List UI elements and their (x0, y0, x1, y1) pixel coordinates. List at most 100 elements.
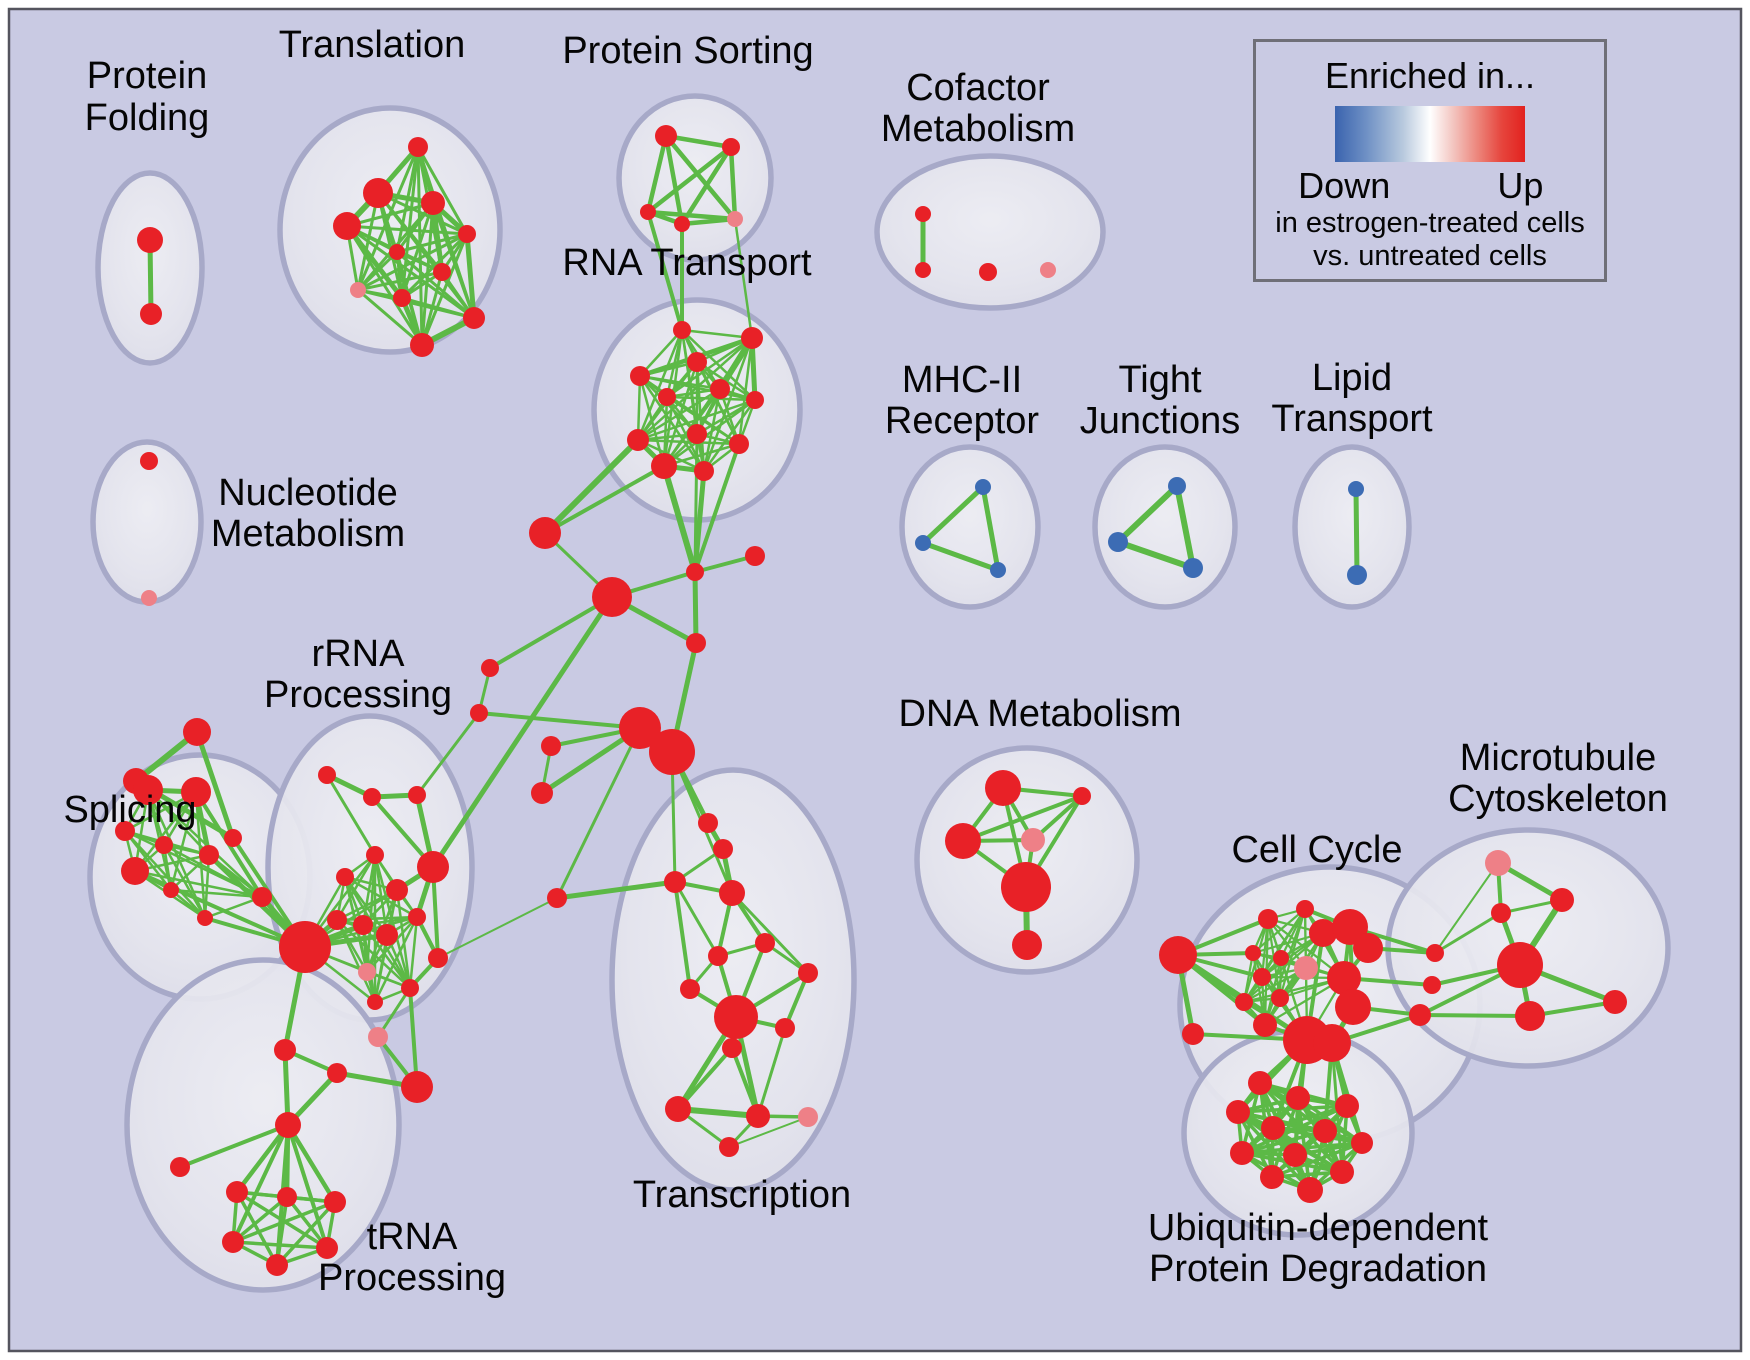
node-rt1 (741, 327, 763, 349)
edge-c2-r11 (437, 897, 558, 959)
node-tx4 (755, 933, 775, 953)
edge-tx2-tx6 (673, 880, 692, 991)
edge-trh-tr5 (286, 1123, 329, 1250)
node-gp (1294, 956, 1318, 980)
edge-t0-t4 (416, 145, 469, 236)
edge-rt10-cc1 (661, 463, 698, 575)
node-tx3 (719, 880, 745, 906)
node-g0 (1159, 936, 1197, 974)
cluster-label-cofactor-metabolism-line1: Cofactor (906, 67, 1050, 109)
edge-rt8-cn (542, 437, 641, 536)
edge-t0-t8 (400, 145, 420, 300)
edge-s6-s8 (169, 888, 264, 899)
cluster-label-microtubule-cytoskeleton-line1: Microtubule (1460, 737, 1656, 779)
edge-tx11-tx12 (728, 1116, 809, 1148)
edge-ps0-ps4 (663, 133, 738, 222)
edge-tx14-tx10 (756, 1026, 787, 1118)
node-hub (279, 921, 331, 973)
node-cc1 (686, 563, 704, 581)
cluster-label-rna-transport-line1: RNA Transport (562, 242, 812, 284)
node-m2 (1497, 942, 1543, 988)
node-tr3 (324, 1191, 346, 1213)
edge-cc1-cc3 (692, 569, 699, 646)
edge-m1-rc0 (1433, 911, 1503, 955)
edge-tr2-tr4 (231, 1195, 289, 1244)
edge-g9-g14 (1263, 931, 1325, 1027)
node-s5 (121, 857, 149, 885)
node-g9 (1309, 919, 1337, 947)
cluster-ellipse-tight-junctions (1092, 444, 1238, 610)
cluster-label-protein-folding-line1: Protein (87, 55, 207, 97)
node-u2 (1335, 1094, 1359, 1118)
node-t3 (333, 212, 361, 240)
node-mh0 (975, 479, 991, 495)
node-s0 (133, 775, 163, 805)
node-t9 (463, 307, 485, 329)
edge-rt6-rt11 (702, 398, 757, 473)
edge-t2-t3 (345, 201, 435, 228)
edge-t4-t5 (395, 232, 469, 254)
cluster-label-cofactor-metabolism-line2: Metabolism (881, 108, 1075, 150)
cluster-label-cell-cycle-line1: Cell Cycle (1231, 829, 1402, 871)
edge-rt5-rt9 (665, 395, 741, 446)
node-ps2 (640, 204, 656, 220)
node-r10 (376, 924, 398, 946)
node-tx6 (680, 979, 700, 999)
edge-rt6-rt10 (662, 398, 757, 468)
edge-t4-t8 (400, 232, 469, 300)
node-tx13 (798, 963, 818, 983)
edge-ps1-ps3 (679, 144, 734, 227)
legend-gradient-bar (1335, 106, 1525, 162)
edge-d1-d2 (961, 794, 1084, 843)
node-b0 (619, 707, 661, 749)
node-nb (470, 704, 488, 722)
node-na (481, 659, 499, 677)
edge-rt7-cc1 (693, 432, 699, 574)
edge-rt1-rt9 (737, 336, 754, 446)
node-r9 (408, 908, 426, 926)
cluster-label-protein-folding-line2: Folding (85, 97, 210, 139)
node-u6 (1351, 1132, 1373, 1154)
edge-m3-rc2 (1418, 1013, 1532, 1018)
node-tx12 (719, 1137, 739, 1157)
node-m4 (1603, 990, 1627, 1014)
edge-tj0-tj1 (1115, 483, 1180, 545)
edge-r0-r3 (325, 773, 377, 857)
node-cc3 (686, 633, 706, 653)
edge-tx9-tx10 (675, 1106, 761, 1119)
edge-s5-s8 (133, 869, 264, 899)
node-tx5 (708, 946, 728, 966)
node-tx0 (698, 813, 718, 833)
edge-trh-tr1 (234, 1122, 291, 1195)
node-g14 (1253, 1013, 1277, 1037)
edge-r7-r9 (335, 915, 419, 922)
node-u8 (1283, 1143, 1307, 1167)
node-t8 (393, 289, 411, 307)
node-r5 (336, 868, 354, 886)
edge-rt6-rt8 (636, 398, 757, 442)
edge-trh-tr3 (285, 1122, 338, 1205)
node-cc2 (745, 546, 765, 566)
edge-t4-t7 (356, 232, 469, 292)
node-m1 (1491, 903, 1511, 923)
edge-tr3-tr6 (275, 1200, 337, 1267)
edge-t0-t7 (356, 145, 420, 292)
edge-t3-t8 (344, 223, 405, 301)
edge-u5-u7 (1240, 1129, 1327, 1155)
node-r7 (327, 910, 347, 930)
node-c1 (531, 782, 553, 804)
cluster-label-trna-processing-line2: Processing (318, 1257, 506, 1299)
node-tr4 (222, 1231, 244, 1253)
node-r15 (274, 1039, 296, 1061)
edge-tri0-tri2 (194, 729, 236, 841)
edge-rt9-cc1 (693, 442, 741, 574)
node-mh1 (915, 535, 931, 551)
legend-subtitle-line1: in estrogen-treated cells (1275, 207, 1585, 239)
node-r6 (386, 879, 408, 901)
cluster-label-nucleotide-metabolism-line1: Nucleotide (218, 472, 398, 514)
cluster-label-splicing-line1: Splicing (63, 789, 196, 831)
node-r0 (318, 766, 336, 784)
edge-u6-u9 (1270, 1141, 1364, 1179)
node-rt11 (694, 461, 714, 481)
